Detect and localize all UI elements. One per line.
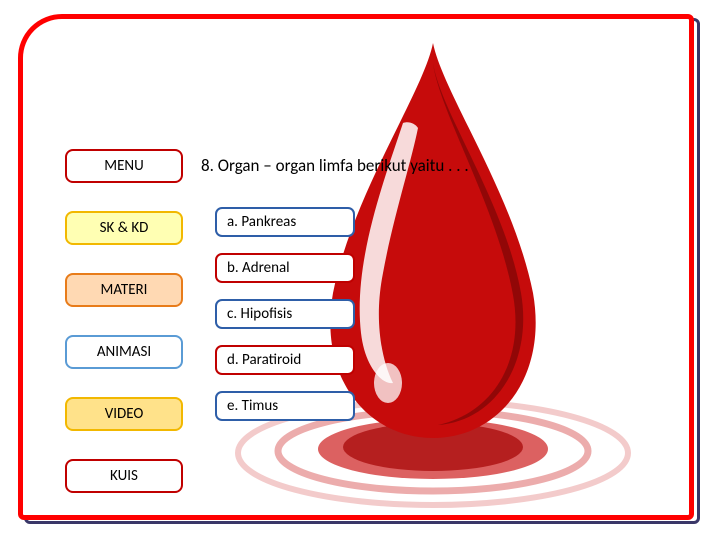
slide-frame: MENU SK & KD MATERI ANIMASI VIDEO KUIS 8… bbox=[18, 14, 694, 520]
answer-option-b[interactable]: b. Adrenal bbox=[215, 253, 355, 283]
sidebar-item-sk-kd[interactable]: SK & KD bbox=[65, 211, 183, 245]
answer-option-d[interactable]: d. Paratiroid bbox=[215, 345, 355, 375]
answer-list: a. Pankreas b. Adrenal c. Hipofisis d. P… bbox=[215, 207, 355, 421]
sidebar-item-video[interactable]: VIDEO bbox=[65, 397, 183, 431]
sidebar: MENU SK & KD MATERI ANIMASI VIDEO KUIS bbox=[65, 149, 183, 493]
answer-option-a[interactable]: a. Pankreas bbox=[215, 207, 355, 237]
sidebar-item-animasi[interactable]: ANIMASI bbox=[65, 335, 183, 369]
answer-option-e[interactable]: e. Timus bbox=[215, 391, 355, 421]
sidebar-item-materi[interactable]: MATERI bbox=[65, 273, 183, 307]
question-text: 8. Organ – organ limfa berikut yaitu . .… bbox=[201, 155, 469, 176]
sidebar-item-menu[interactable]: MENU bbox=[65, 149, 183, 183]
sidebar-item-kuis[interactable]: KUIS bbox=[65, 459, 183, 493]
answer-option-c[interactable]: c. Hipofisis bbox=[215, 299, 355, 329]
